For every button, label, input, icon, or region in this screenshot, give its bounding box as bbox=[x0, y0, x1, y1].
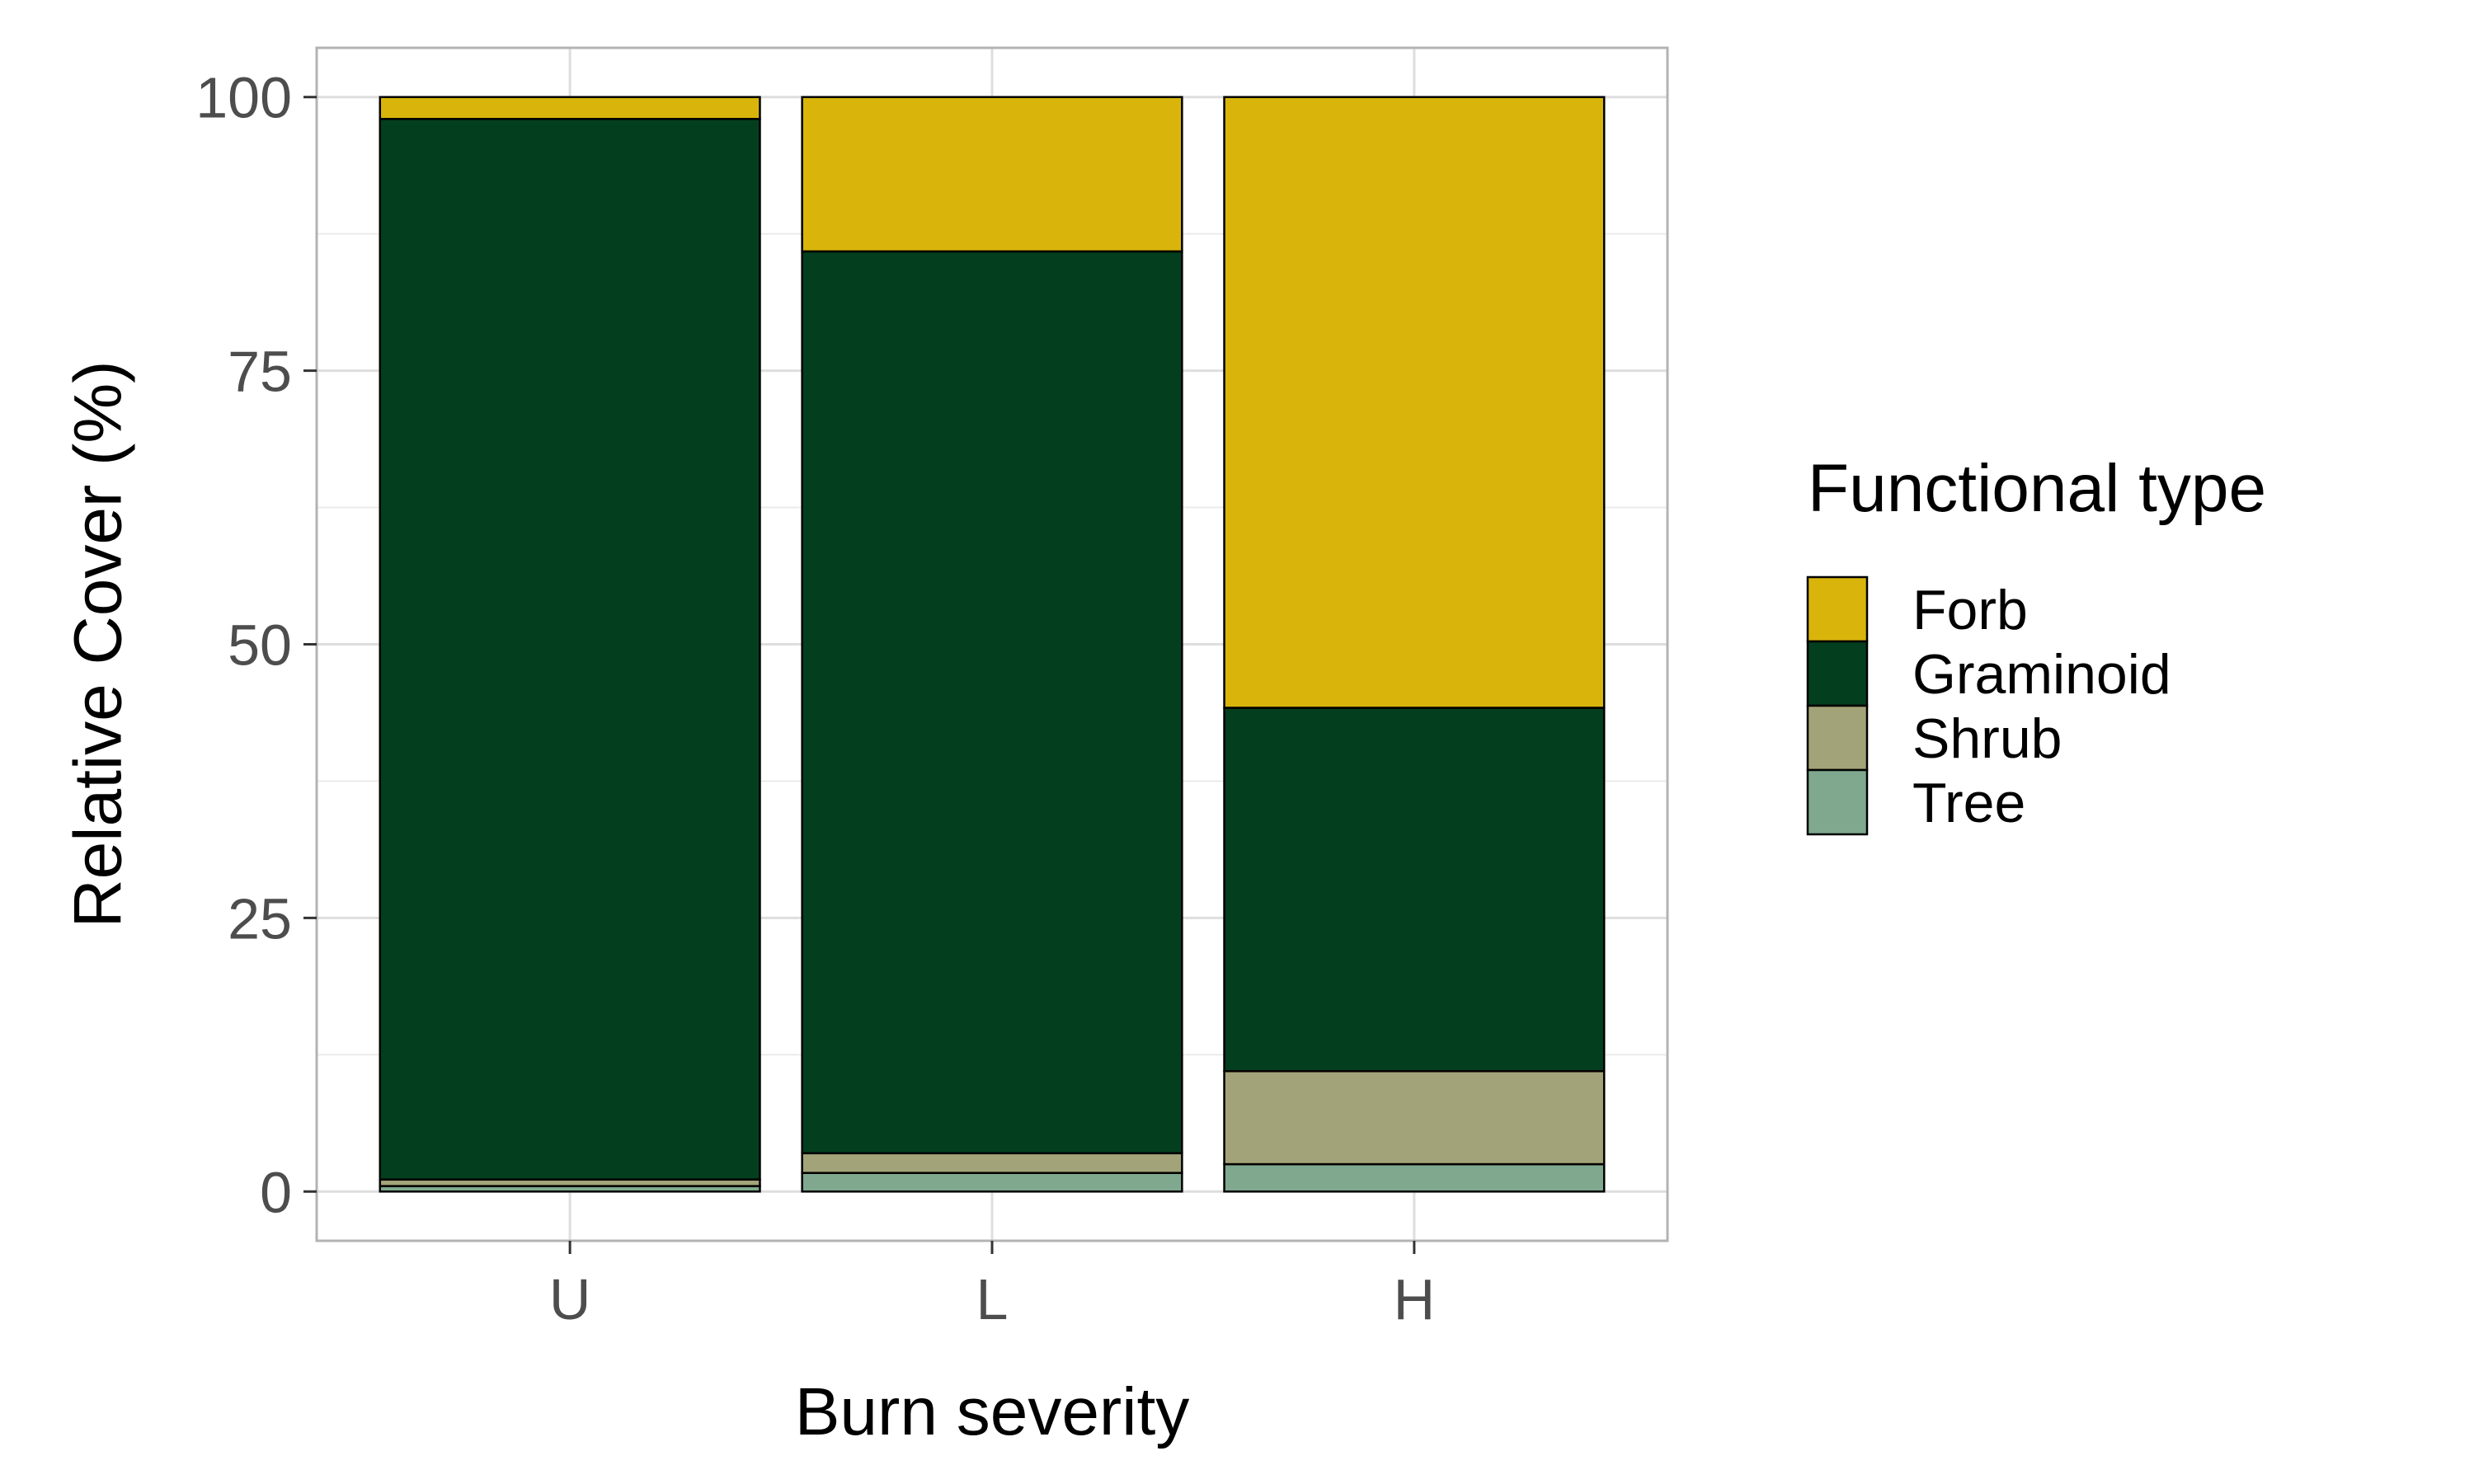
legend-label-graminoid: Graminoid bbox=[1912, 643, 2171, 706]
x-tick-label: U bbox=[549, 1267, 591, 1331]
legend-label-shrub: Shrub bbox=[1912, 707, 2062, 770]
bars-layer bbox=[379, 96, 1606, 1193]
y-tick-label: 0 bbox=[260, 1160, 292, 1224]
legend-label-tree: Tree bbox=[1912, 772, 2025, 834]
y-tick-label: 100 bbox=[195, 66, 292, 130]
legend-key-forb bbox=[1806, 575, 1869, 643]
bar-segment-graminoid-u bbox=[379, 118, 761, 1181]
y-tick-label: 25 bbox=[228, 886, 292, 951]
bar-segment-shrub-h bbox=[1223, 1069, 1606, 1166]
bar-segment-shrub-l bbox=[801, 1152, 1183, 1174]
bar-segment-tree-l bbox=[801, 1172, 1183, 1193]
y-axis-title: Relative Cover (%) bbox=[61, 360, 136, 928]
bar-segment-graminoid-h bbox=[1223, 707, 1606, 1073]
x-tick-label: L bbox=[976, 1267, 1009, 1331]
bar-segment-forb-l bbox=[801, 96, 1183, 253]
y-tick-label: 50 bbox=[228, 613, 292, 678]
legend-label-forb: Forb bbox=[1912, 579, 2028, 641]
legend-key-tree bbox=[1806, 768, 1869, 836]
legend-title: Functional type bbox=[1808, 451, 2266, 526]
legend-key-shrub bbox=[1806, 704, 1869, 772]
bar-segment-forb-h bbox=[1223, 96, 1606, 709]
legend-key-graminoid bbox=[1806, 640, 1869, 707]
bar-segment-forb-u bbox=[379, 96, 761, 120]
bar-segment-tree-h bbox=[1223, 1162, 1606, 1193]
x-axis-title: Burn severity bbox=[795, 1374, 1190, 1449]
axes-layer: 0 25 50 75 100 U L H bbox=[195, 66, 1435, 1331]
y-tick-label: 75 bbox=[228, 340, 292, 404]
x-tick-label: H bbox=[1394, 1267, 1436, 1331]
bar-segment-graminoid-l bbox=[801, 250, 1183, 1155]
